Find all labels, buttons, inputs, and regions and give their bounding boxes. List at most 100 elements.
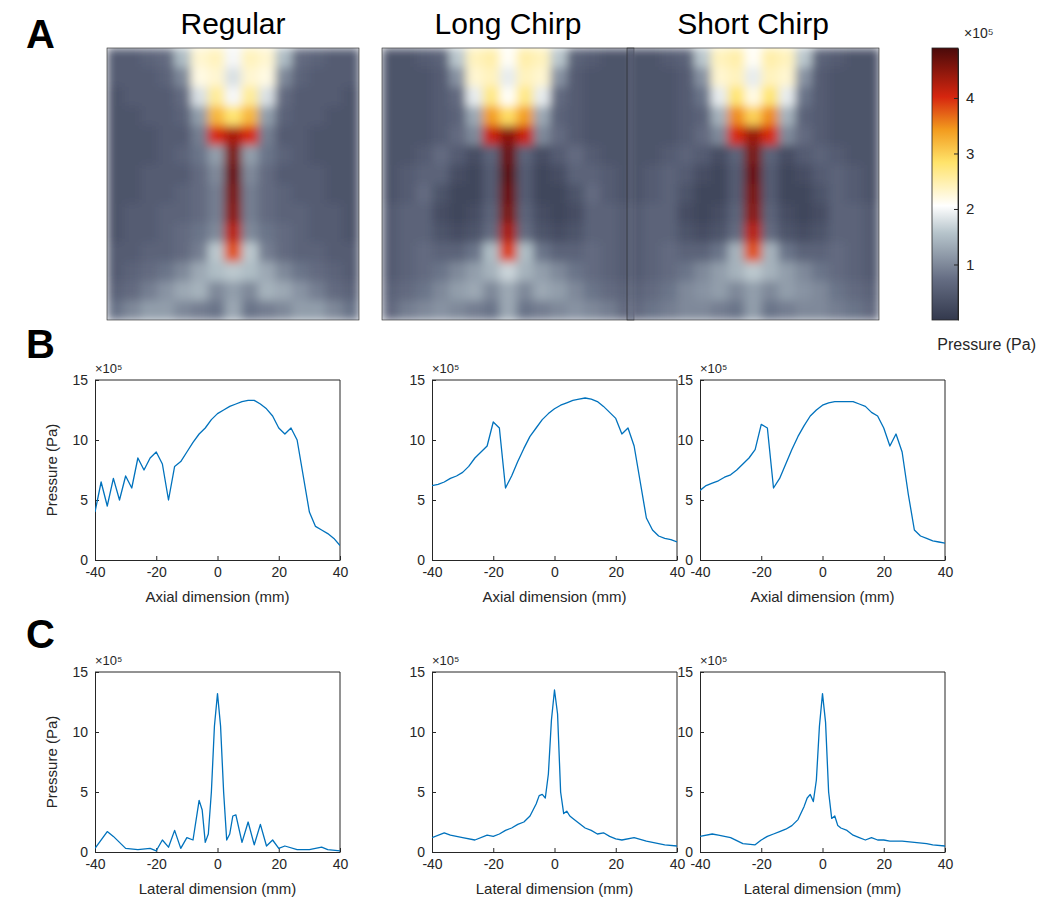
heatmap-cell — [600, 126, 618, 146]
heatmap-cell — [533, 301, 551, 320]
heatmap-cell — [174, 48, 192, 68]
heatmap-cell — [795, 48, 813, 68]
heatmap-cell — [399, 184, 417, 204]
y-tick-mark — [432, 440, 436, 441]
heatmap-cell — [309, 106, 327, 126]
heatmap-cell — [225, 184, 243, 204]
x-tick: 20 — [271, 848, 287, 872]
heatmap-cell — [483, 87, 501, 107]
x-tick-label: 0 — [551, 564, 559, 580]
heatmap-cell — [141, 87, 159, 107]
heatmap-cell — [241, 165, 259, 185]
heatmap-cell — [728, 301, 746, 320]
heatmap-cell — [124, 165, 142, 185]
plot-area — [95, 400, 340, 545]
heatmap-cell — [342, 165, 359, 185]
heatmap-cell — [516, 106, 534, 126]
heatmap-cell — [627, 223, 645, 243]
y-tick-label: 10 — [677, 724, 693, 740]
heatmap-cell — [627, 262, 645, 282]
heatmap-cell — [325, 262, 343, 282]
heatmap-cell — [845, 165, 863, 185]
heatmap-cell — [728, 242, 746, 262]
x-tick-mark — [340, 556, 341, 560]
heatmap-cell — [795, 87, 813, 107]
heatmap-cell — [399, 301, 417, 320]
heatmap-cell — [661, 87, 679, 107]
heatmap-cell — [449, 184, 467, 204]
heatmap-cell — [399, 67, 417, 87]
heatmap-cell — [711, 203, 729, 223]
data-line — [95, 694, 340, 851]
heatmap-cell — [500, 145, 518, 165]
x-tick-label: -40 — [85, 564, 105, 580]
x-tick-mark — [761, 556, 762, 560]
heatmap-cell — [416, 242, 434, 262]
x-axis-title: Axial dimension (mm) — [750, 588, 894, 605]
heatmap-cell — [812, 301, 830, 320]
heatmap-cell — [174, 106, 192, 126]
heatmap — [627, 48, 879, 320]
heatmap-cell — [745, 223, 763, 243]
heatmap-cell — [533, 106, 551, 126]
heatmap-cell — [449, 281, 467, 301]
x-axis: -40-2002040 — [422, 556, 685, 580]
heatmap-cell — [745, 301, 763, 320]
heatmap-cell — [342, 87, 359, 107]
heatmap-cell — [661, 223, 679, 243]
x-tick-label: 0 — [819, 564, 827, 580]
x-tick: -20 — [484, 848, 504, 872]
heatmap-cell — [516, 281, 534, 301]
heatmap-cell — [584, 126, 602, 146]
heatmap-cell — [694, 262, 712, 282]
heatmap-cell — [778, 126, 796, 146]
heatmap-cell — [644, 165, 662, 185]
x-tick-mark — [340, 848, 341, 852]
heatmap-cell — [795, 106, 813, 126]
x-axis: -40-2002040 — [85, 848, 348, 872]
x-tick-label: 20 — [608, 856, 624, 872]
heatmap-cell — [862, 203, 879, 223]
y-axis: 051015 — [677, 372, 704, 568]
heatmap-cell — [661, 184, 679, 204]
heatmap-cell — [516, 48, 534, 68]
heatmap-cell — [225, 145, 243, 165]
heatmap-cell — [157, 301, 175, 320]
x-tick-label: 0 — [214, 856, 222, 872]
frame-right — [340, 380, 341, 560]
x-tick-label: -40 — [422, 564, 442, 580]
heatmap-cell — [275, 145, 293, 165]
y-tick-label: 0 — [685, 844, 693, 860]
axis-multiplier: ×10⁵ — [432, 361, 459, 376]
heatmap-cell — [208, 242, 226, 262]
heatmap-cell — [399, 165, 417, 185]
heatmap-cell — [124, 87, 142, 107]
heatmap-cell — [309, 67, 327, 87]
heatmap-cell — [600, 67, 618, 87]
y-tick-label: 10 — [409, 724, 425, 740]
heatmap-cell — [342, 106, 359, 126]
x-tick-mark — [156, 556, 157, 560]
heatmap-cell — [795, 301, 813, 320]
heatmap-cell — [241, 301, 259, 320]
data-line — [432, 398, 677, 542]
y-tick-label: 15 — [72, 664, 88, 680]
heatmap-cell — [550, 106, 568, 126]
heatmap-cell — [208, 87, 226, 107]
heatmap-cell — [829, 126, 847, 146]
heatmap-cell — [191, 262, 209, 282]
heatmap-cell — [661, 106, 679, 126]
y-tick-label: 15 — [677, 372, 693, 388]
heatmap-cell — [694, 184, 712, 204]
heatmap-cell — [191, 87, 209, 107]
heatmap-cell — [241, 184, 259, 204]
heatmap-cell — [292, 223, 310, 243]
colorbar-axis: 1234 — [954, 49, 974, 321]
heatmap-cell — [644, 106, 662, 126]
y-tick-label: 0 — [417, 844, 425, 860]
y-tick-mark — [700, 500, 704, 501]
y-tick-mark — [700, 852, 704, 853]
heatmap-cell — [141, 184, 159, 204]
y-tick-label: 0 — [80, 844, 88, 860]
heatmap-cell — [309, 223, 327, 243]
